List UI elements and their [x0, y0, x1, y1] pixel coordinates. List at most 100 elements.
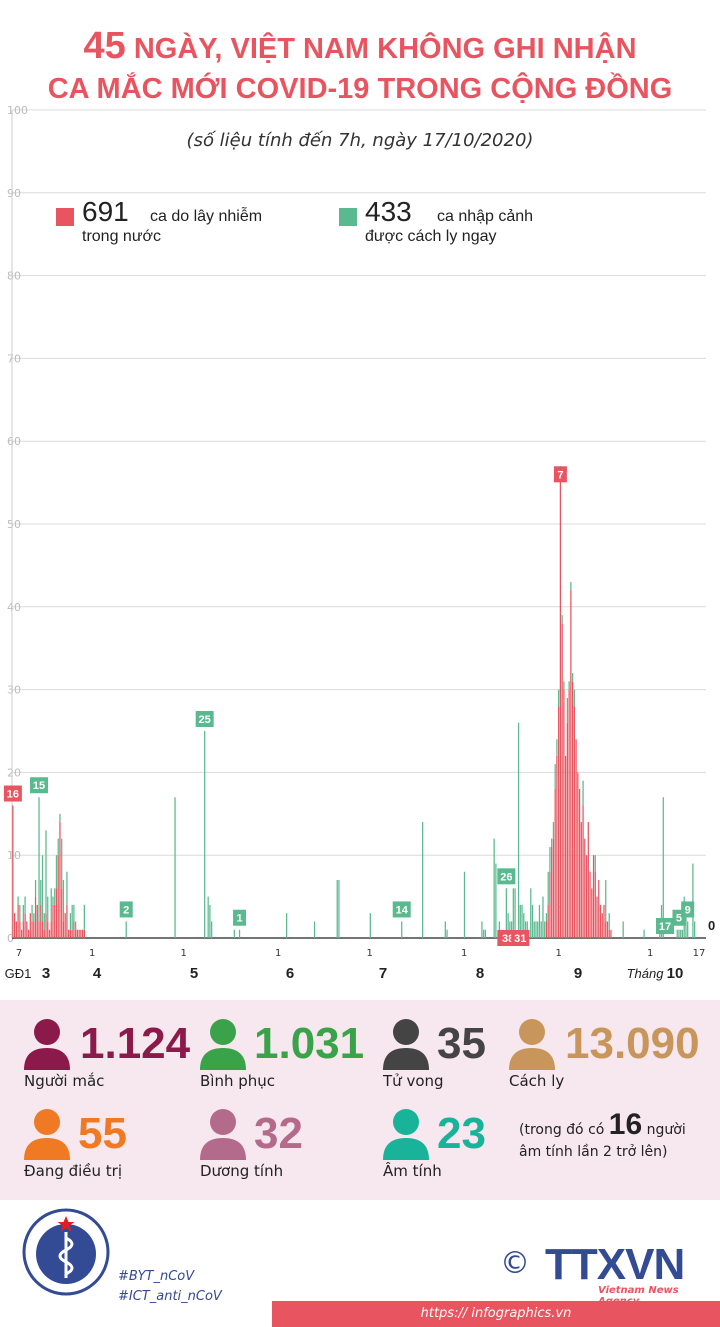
bar-domestic: [61, 888, 63, 938]
website-link[interactable]: https:// infographics.vn: [272, 1301, 720, 1327]
bar-domestic: [48, 929, 51, 938]
bar-imported: [43, 913, 45, 930]
bar-imported: [233, 929, 235, 938]
bar-imported: [22, 904, 24, 922]
month-label: 8: [476, 965, 484, 982]
person-icon: [383, 1019, 429, 1070]
x-tick-label: 7: [16, 948, 22, 959]
bar-imported: [55, 855, 58, 889]
x-tick-label: 1: [461, 948, 467, 959]
person-icon: [200, 1019, 246, 1070]
x-tick-label: 1: [366, 948, 372, 959]
bar-domestic: [40, 904, 42, 938]
bar-domestic: [19, 921, 21, 938]
chart-grid: 0 10 20 30 40 50 60 70 80 90 100: [7, 104, 706, 945]
bar-domestic: [568, 689, 570, 938]
data-label: 9: [685, 904, 691, 916]
data-label: 26: [500, 871, 512, 883]
note-line2: âm tính lần 2 trở lên): [519, 1144, 668, 1160]
bar-imported: [83, 904, 85, 930]
person-icon: [200, 1109, 246, 1160]
bar-domestic: [605, 921, 607, 938]
bar-domestic: [64, 913, 66, 938]
stat-recovered-label: Bình phục: [200, 1072, 276, 1090]
bar-domestic: [556, 755, 558, 938]
bar-imported: [687, 921, 689, 938]
bar-imported: [52, 896, 54, 905]
bar-imported: [549, 846, 551, 872]
x-tick-label: 1: [89, 948, 95, 959]
subtitle: (số liệu tính đến 7h, ngày 17/10/2020): [186, 130, 534, 151]
bar-domestic: [549, 871, 551, 938]
bar-imported: [66, 871, 68, 905]
bar-imported: [505, 888, 507, 938]
y-tick-label: 0: [7, 932, 14, 945]
bar-domestic: [54, 904, 56, 938]
x-tick-label: 1: [647, 948, 653, 959]
month-label: 10: [667, 965, 684, 982]
bar-imported: [19, 904, 21, 922]
y-tick-label: 20: [7, 766, 21, 779]
bar-imported: [483, 929, 485, 938]
bar-domestic: [22, 921, 24, 938]
legend-domestic-count: 691: [82, 196, 129, 227]
bar-imported: [422, 822, 424, 938]
note-prefix: (trong đó có: [519, 1122, 609, 1138]
bar-domestic: [59, 822, 61, 938]
bar-imported: [551, 838, 553, 847]
bar-imported: [17, 896, 19, 905]
bar-domestic: [552, 838, 555, 938]
bar-domestic: [26, 921, 28, 938]
title-number: 45: [83, 25, 126, 67]
bar-imported: [662, 797, 664, 938]
bar-imported: [510, 921, 513, 938]
bar-imported: [286, 913, 288, 938]
bar-imported: [498, 921, 500, 938]
bar-imported: [694, 921, 696, 938]
bar-imported: [552, 822, 555, 839]
y-tick-label: 10: [7, 849, 21, 862]
bar-imported: [556, 739, 558, 756]
bar-domestic: [33, 921, 35, 938]
bar-domestic: [38, 921, 40, 938]
bar-imported: [570, 581, 572, 591]
bar-imported: [582, 780, 584, 806]
bar-domestic: [81, 929, 84, 938]
bar-imported: [446, 929, 448, 938]
agency-logo: TTXVN: [545, 1240, 685, 1289]
data-label: 38: [502, 933, 514, 945]
bar-domestic: [580, 822, 582, 938]
y-tick-label: 100: [7, 104, 28, 117]
bar-imported: [57, 838, 59, 856]
bar-imported: [45, 830, 47, 914]
bar-imported: [125, 921, 127, 938]
bar-domestic: [575, 739, 577, 938]
bar-domestic: [596, 896, 598, 938]
bar-domestic: [15, 921, 17, 938]
x-tick-label: 17: [693, 948, 706, 959]
data-label-box: [3, 785, 22, 802]
data-label-box: [30, 777, 49, 794]
stat-positive-label: Dương tính: [200, 1162, 284, 1180]
bar-imported: [537, 921, 539, 938]
bar-imported: [59, 813, 61, 823]
negative-note: (trong đó có 16 người âm tính lần 2 trở …: [519, 1110, 686, 1163]
bar-imported: [521, 904, 523, 938]
bar-imported: [369, 913, 371, 938]
bar-imported: [73, 904, 75, 922]
bar-imported: [608, 913, 610, 930]
bar-imported: [517, 722, 520, 938]
data-label-box: [392, 901, 411, 918]
bar-imported: [38, 797, 40, 922]
legend-imported-swatch: [339, 208, 357, 226]
bar-imported: [594, 855, 596, 872]
hashtag-ict[interactable]: #ICT_anti_nCoV: [118, 1289, 222, 1304]
hashtag-byt[interactable]: #BYT_nCoV: [118, 1269, 195, 1284]
bar-domestic: [12, 805, 14, 938]
data-label-box: [119, 901, 133, 918]
bar-domestic: [27, 929, 30, 938]
page-title: 45 NGÀY, VIỆT NAM KHÔNG GHI NHẬN CA MẮC …: [0, 26, 720, 109]
bar-imported: [493, 838, 495, 938]
bar-domestic: [601, 913, 603, 938]
